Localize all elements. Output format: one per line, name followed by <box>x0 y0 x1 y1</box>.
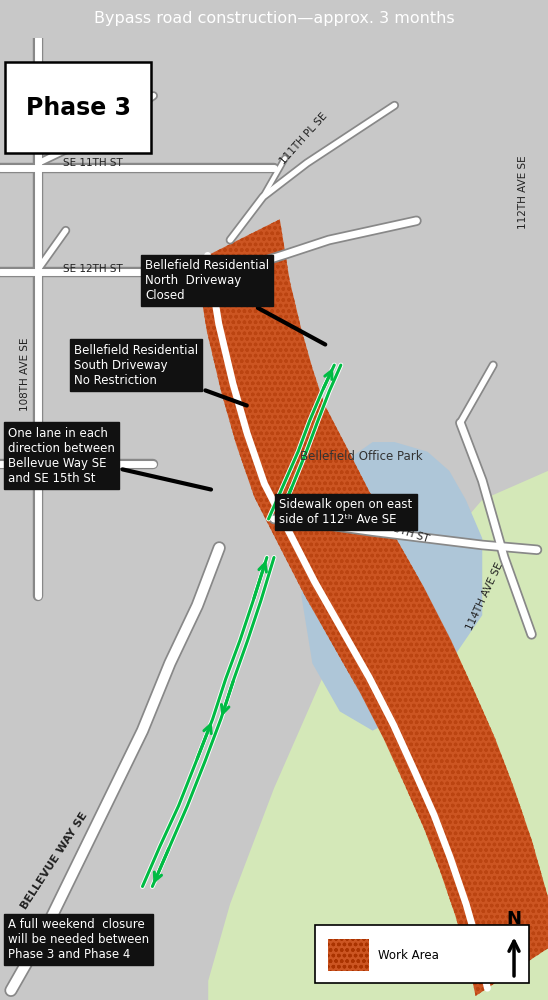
Text: N: N <box>506 910 522 928</box>
Text: 114TH AVE SE: 114TH AVE SE <box>465 560 505 631</box>
Text: Work Area: Work Area <box>378 949 439 962</box>
FancyBboxPatch shape <box>5 62 151 153</box>
Text: Bellefield Residential
North  Driveway
Closed: Bellefield Residential North Driveway Cl… <box>145 259 326 345</box>
Text: SE 15TH ST: SE 15TH ST <box>370 517 430 545</box>
Text: SE 12TH ST: SE 12TH ST <box>63 264 123 274</box>
Text: 111TH PL SE: 111TH PL SE <box>278 111 330 167</box>
Text: SE 11TH ST: SE 11TH ST <box>63 158 123 168</box>
Bar <box>328 939 369 971</box>
Text: Bellefield Office Park: Bellefield Office Park <box>300 450 423 463</box>
Polygon shape <box>196 219 548 996</box>
Bar <box>315 925 529 983</box>
Polygon shape <box>208 471 548 1000</box>
Text: SE 16TH ST: SE 16TH ST <box>41 459 101 469</box>
Text: A full weekend  closure
will be needed between
Phase 3 and Phase 4: A full weekend closure will be needed be… <box>8 918 150 961</box>
Text: Bellefield Residential
South Driveway
No Restriction: Bellefield Residential South Driveway No… <box>74 344 247 405</box>
Text: Phase 3: Phase 3 <box>26 96 131 120</box>
Text: Bypass road construction—approx. 3 months: Bypass road construction—approx. 3 month… <box>94 11 454 26</box>
Text: One lane in each
direction between
Bellevue Way SE
and SE 15th St: One lane in each direction between Belle… <box>8 427 211 490</box>
Bar <box>328 939 369 971</box>
Text: BELLEVUE WAY SE: BELLEVUE WAY SE <box>20 810 90 911</box>
Polygon shape <box>301 442 482 731</box>
Text: 108TH AVE SE: 108TH AVE SE <box>20 338 30 411</box>
Text: 112TH AVE SE: 112TH AVE SE <box>518 155 528 229</box>
Text: Sidewalk open on east
side of 112ᵗʰ Ave SE: Sidewalk open on east side of 112ᵗʰ Ave … <box>279 498 413 526</box>
